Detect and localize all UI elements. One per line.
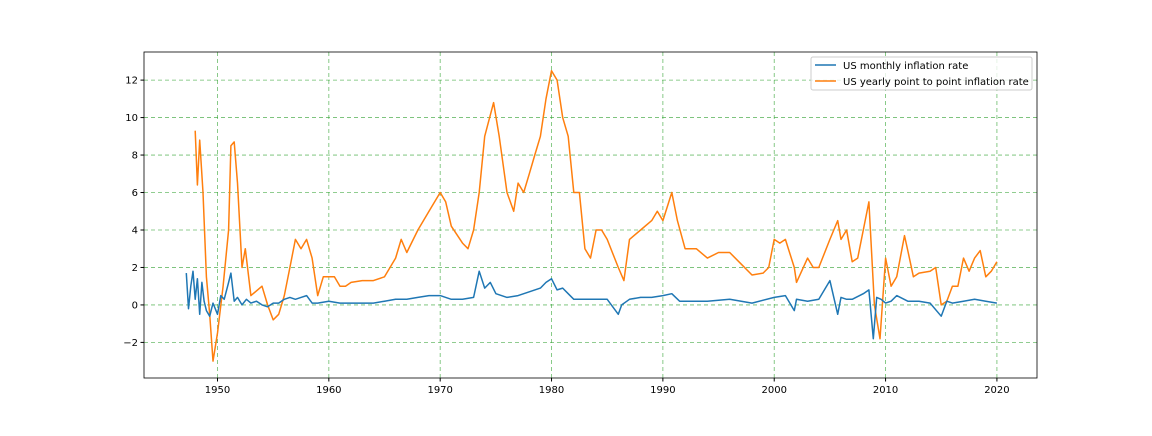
- legend-box: [810, 56, 1033, 91]
- y-tick-label: −2: [123, 338, 138, 349]
- axis-ticks: 1950 1960 1970 1980 1990 2000 2010 2020 −2 0 2 4 6 8 1…: [123, 76, 1009, 396]
- x-tick-label: 1950: [205, 385, 230, 396]
- y-tick-label: 12: [125, 76, 138, 87]
- x-tick-label: 2010: [873, 385, 898, 396]
- y-tick-label: 2: [132, 263, 138, 274]
- y-tick-label: 10: [125, 113, 138, 124]
- y-tick-label: 6: [132, 188, 138, 199]
- y-tick-label: 8: [132, 151, 138, 162]
- x-tick-label: 2020: [984, 385, 1009, 396]
- x-tick-label: 1980: [539, 385, 564, 396]
- x-tick-label: 1960: [316, 385, 341, 396]
- plot-frame: [143, 51, 1038, 379]
- series-lines: [185, 69, 998, 362]
- x-tick-label: 1970: [427, 385, 452, 396]
- y-tick-label: 0: [132, 300, 138, 311]
- x-tick-label: 2000: [761, 385, 786, 396]
- grid: [144, 52, 1037, 378]
- legend-label-monthly: US monthly inflation rate: [843, 61, 968, 72]
- legend-label-yearly: US yearly point to point inflation rate: [843, 77, 1029, 88]
- series-monthly-line: [185, 270, 998, 340]
- x-tick-label: 1990: [650, 385, 675, 396]
- legend: US monthly inflation rate US yearly poin…: [810, 56, 1033, 91]
- series-yearly-line: [194, 69, 998, 362]
- y-tick-label: 4: [132, 225, 138, 236]
